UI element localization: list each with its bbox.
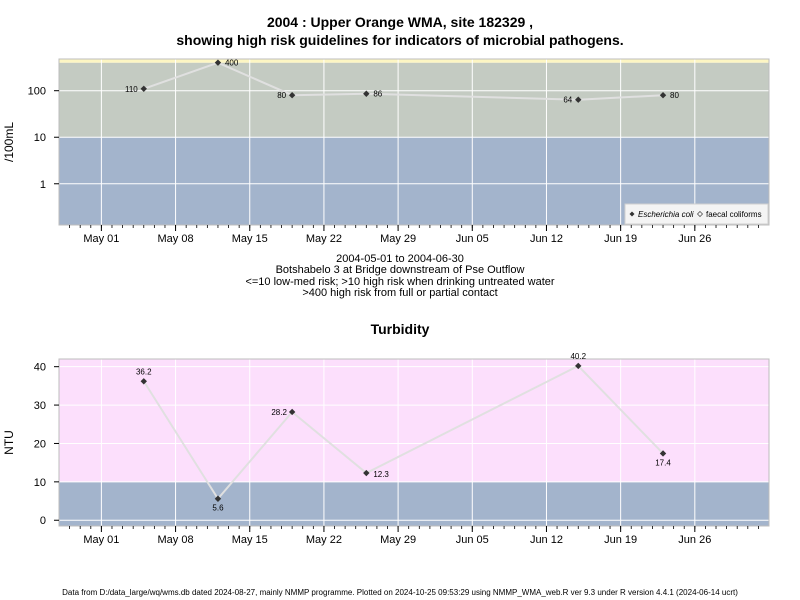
microbial-x-tick-label: May 01	[83, 233, 119, 245]
microbial-x-tick-label: May 22	[306, 233, 342, 245]
microbial-data-label: 86	[373, 90, 382, 99]
microbial-x-tick-label: Jun 05	[456, 233, 489, 245]
turbidity-x-tick-label: May 01	[83, 534, 119, 546]
microbial-data-point	[575, 96, 582, 103]
microbial-data-label: 110	[125, 85, 138, 94]
turbidity-y-axis-label: NTU	[2, 430, 16, 455]
turbidity-data-label: 36.2	[136, 367, 152, 376]
microbial-x-tick-label: Jun 19	[604, 233, 637, 245]
turbidity-data-point	[288, 408, 296, 416]
microbial-band-high-drinking	[59, 62, 769, 138]
turbidity-data-label: 28.2	[271, 408, 287, 417]
turbidity-data-point	[659, 450, 667, 457]
microbial-x-tick-label: Jun 26	[678, 233, 711, 245]
footer-note: Data from D:/data_large/wq/wms.db dated …	[62, 588, 738, 597]
turbidity-x-tick-label: Jun 12	[530, 534, 563, 546]
turbidity-data-label: 5.6	[212, 504, 224, 513]
turbidity-y-tick-label: 40	[34, 362, 46, 374]
turbidity-data-point	[140, 378, 147, 385]
legend-faecal-marker	[696, 210, 704, 218]
turbidity-data-label: 40.2	[570, 352, 586, 361]
microbial-series-line	[143, 61, 664, 101]
turbidity-y-tick-label: 30	[34, 400, 46, 412]
microbial-x-tick-label: Jun 12	[530, 233, 563, 245]
caption-risk-drinking: <=10 low-med risk; >10 high risk when dr…	[245, 276, 555, 288]
microbial-data-label: 400	[225, 59, 239, 68]
microbial-data-point	[214, 59, 222, 66]
turbidity-y-tick-label: 0	[40, 515, 46, 527]
microbial-data-label: 64	[563, 96, 572, 105]
microbial-band-high-contact	[59, 59, 769, 63]
microbial-y-tick-label: 10	[34, 132, 46, 144]
microbial-y-tick-label: 100	[28, 86, 46, 98]
legend-ecoli-label: Escherichia coli	[638, 210, 694, 219]
microbial-x-tick-label: May 29	[380, 233, 416, 245]
microbial-data-label: 80	[670, 91, 679, 100]
legend-ecoli-marker	[629, 211, 635, 217]
legend-faecal-label: faecal coliforms	[706, 210, 762, 219]
turbidity-title: Turbidity	[370, 321, 430, 337]
turbidity-plot-frame	[58, 358, 770, 527]
caption-risk-contact: >400 high risk from full or partial cont…	[302, 287, 498, 299]
microbial-y-tick-label: 1	[40, 179, 46, 191]
turbidity-y-tick-label: 20	[34, 438, 46, 450]
turbidity-x-tick-label: Jun 26	[678, 534, 711, 546]
turbidity-x-tick-label: May 29	[380, 534, 416, 546]
chart-title-line1: 2004 : Upper Orange WMA, site 182329 ,	[266, 14, 534, 30]
legend-box	[624, 203, 769, 225]
microbial-data-point	[288, 92, 296, 99]
microbial-x-tick-label: May 08	[158, 233, 194, 245]
caption-date-range: 2004-05-01 to 2004-06-30	[336, 253, 464, 265]
turbidity-series-line	[142, 364, 664, 501]
turbidity-x-tick-label: Jun 05	[456, 534, 489, 546]
chart-title-line2: showing high risk guidelines for indicat…	[176, 32, 624, 48]
turbidity-band-low	[59, 481, 769, 526]
microbial-y-axis-label: /100mL	[2, 122, 16, 162]
caption-site: Botshabelo 3 at Bridge downstream of Pse…	[275, 264, 525, 276]
turbidity-data-point	[575, 362, 582, 370]
microbial-x-tick-label: May 15	[232, 233, 268, 245]
turbidity-x-tick-label: May 15	[232, 534, 268, 546]
turbidity-data-point	[363, 469, 370, 477]
turbidity-data-label: 17.4	[655, 458, 671, 467]
turbidity-y-tick-label: 10	[34, 477, 46, 489]
microbial-data-point	[659, 92, 667, 99]
turbidity-data-label: 12.3	[373, 470, 389, 479]
microbial-plot-frame	[58, 58, 770, 226]
turbidity-x-tick-label: May 08	[158, 534, 194, 546]
turbidity-x-tick-label: Jun 19	[604, 534, 637, 546]
turbidity-data-point	[214, 495, 222, 502]
turbidity-x-tick-label: May 22	[306, 534, 342, 546]
microbial-data-point	[140, 85, 147, 92]
microbial-data-label: 80	[277, 91, 286, 100]
microbial-data-point	[363, 90, 370, 97]
turbidity-band-high	[59, 359, 769, 482]
